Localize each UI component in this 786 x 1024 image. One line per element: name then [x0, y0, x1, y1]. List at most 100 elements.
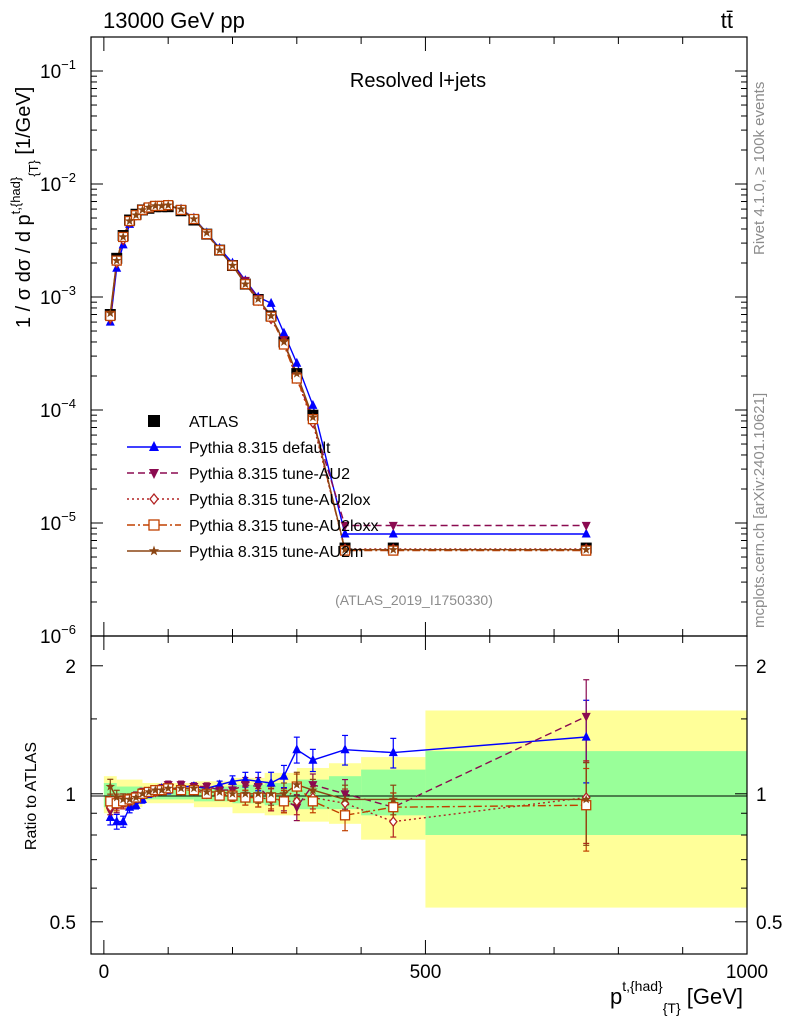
x-tick-label: 0 — [99, 962, 110, 983]
point-au2m — [105, 308, 115, 318]
ratio-point-default — [279, 770, 289, 780]
ratio-point-au2m — [340, 794, 350, 804]
ratio-y-tick-label-right: 2 — [756, 657, 767, 678]
series-line-default — [109, 205, 587, 535]
ratio-data-layer — [105, 679, 592, 852]
main-y-tick-label: 10−6 — [40, 622, 76, 648]
ratio-point-au2m — [157, 785, 167, 795]
legend-marker-data — [148, 415, 160, 427]
point-au2m — [124, 216, 135, 226]
main-y-tick-base: 10 — [40, 175, 61, 196]
ratio-y-tick-label-right: 1 — [756, 785, 767, 806]
rivet-version-label: Rivet 4.1.0, ≥ 100k events — [751, 82, 768, 255]
ratio-point-au2m — [124, 794, 135, 804]
point-au2m — [308, 412, 318, 422]
ratio-point-default — [215, 779, 225, 789]
main-data-layer — [104, 199, 592, 556]
main-y-tick-exponent: −2 — [61, 170, 76, 185]
legend-marker-au2loxx — [148, 519, 160, 531]
point-au2m — [189, 214, 199, 223]
ratio-point-au2m — [253, 788, 263, 798]
point-au2m — [150, 201, 160, 210]
main-y-tick-label: 10−5 — [40, 509, 76, 535]
ratio-point-au2lox — [292, 795, 302, 807]
point-default — [388, 528, 398, 538]
ratio-point-default — [118, 816, 128, 826]
point-au2 — [581, 521, 591, 531]
ratio-point-default — [388, 747, 398, 757]
point-au2m — [144, 202, 154, 212]
main-y-tick-exponent: −6 — [61, 622, 76, 637]
ratio-point-au2m — [581, 794, 591, 804]
x-tick-label: 1000 — [726, 962, 768, 983]
x-axis-label-unit-wrap: [GeV] — [681, 984, 743, 1009]
ratio-point-au2lox — [388, 816, 398, 828]
ratio-point-default — [240, 774, 250, 784]
main-y-tick-base: 10 — [40, 401, 61, 422]
point-au2m — [340, 544, 350, 554]
main-y-axis-label-sub: {T} — [26, 159, 41, 176]
ratio-y-tick-label-right: 0.5 — [756, 913, 782, 934]
ratio-uncertainty-bands — [103, 710, 747, 908]
main-y-tick-base: 10 — [40, 514, 61, 535]
ratio-point-default — [227, 775, 237, 785]
x-tick-label: 500 — [410, 962, 442, 983]
point-au2m — [279, 337, 289, 346]
main-y-axis-label-unit: [1/GeV] — [13, 87, 35, 160]
ratio-point-au2m — [131, 792, 141, 802]
ratio-point-default — [131, 799, 141, 809]
main-y-tick-label: 10−3 — [40, 283, 76, 309]
chart-title: Resolved l+jets — [350, 70, 486, 92]
point-au2m — [240, 279, 251, 289]
ratio-point-au2loxx — [278, 796, 290, 807]
ratio-point-au2m — [227, 788, 238, 798]
main-y-tick-base: 10 — [40, 288, 61, 309]
ratio-point-default — [308, 754, 318, 764]
ratio-point-au2loxx — [581, 800, 592, 811]
ratio-point-au2loxx — [307, 796, 319, 807]
main-y-tick-exponent: −4 — [61, 396, 76, 411]
ratio-point-au2m — [144, 787, 154, 796]
ratio-point-au2m — [202, 787, 212, 796]
legend-label-au2lox: Pythia 8.315 tune-AU2lox — [189, 492, 370, 509]
ratio-point-default — [112, 816, 122, 826]
legend-label-au2m: Pythia 8.315 tune-AU2m — [189, 544, 363, 561]
point-au2m — [292, 368, 302, 378]
legend-label-data: ATLAS — [189, 414, 239, 431]
process-label: tt̄ — [721, 8, 733, 33]
point-default — [581, 528, 591, 538]
point-au2m — [253, 294, 263, 303]
ratio-point-default — [581, 731, 591, 741]
x-axis-label: pt,{had}{T} [GeV] — [610, 978, 743, 1016]
ratio-point-au2loxx — [339, 810, 351, 821]
ratio-point-default — [253, 775, 263, 785]
legend: ATLAS Pythia 8.315 default Pythia 8.315 tu… — [127, 414, 378, 561]
main-y-axis-label-base: 1 / σ dσ / d p — [13, 214, 35, 328]
point-au2m — [266, 311, 276, 320]
point-au2m — [202, 227, 212, 237]
ratio-point-au2m — [189, 783, 199, 793]
point-au2 — [388, 521, 398, 531]
point-au2m — [176, 204, 186, 214]
ratio-point-au2 — [581, 712, 591, 722]
ratio-point-au2m — [137, 788, 148, 798]
ratio-point-au2m — [292, 779, 302, 789]
ratio-point-default — [266, 777, 276, 787]
legend-marker-au2 — [149, 469, 159, 479]
ratio-point-au2m — [163, 783, 173, 793]
ratio-point-au2m — [266, 788, 276, 798]
point-au2m — [131, 210, 141, 220]
energy-label: 13000 GeV pp — [103, 8, 245, 33]
point-au2m — [388, 544, 398, 554]
main-y-tick-exponent: −5 — [61, 509, 76, 524]
x-axis-label-sub: {T} — [663, 1000, 681, 1016]
point-au2 — [340, 521, 350, 531]
main-y-tick-label: 10−1 — [40, 57, 76, 83]
main-y-tick-base: 10 — [40, 62, 61, 83]
main-y-tick-base: 10 — [40, 627, 61, 648]
ratio-point-au2m — [308, 785, 318, 795]
main-y-tick-label: 10−2 — [40, 170, 76, 196]
point-default — [266, 297, 276, 307]
point-au2m — [214, 245, 225, 255]
ratio-y-tick-label: 1 — [65, 785, 76, 806]
